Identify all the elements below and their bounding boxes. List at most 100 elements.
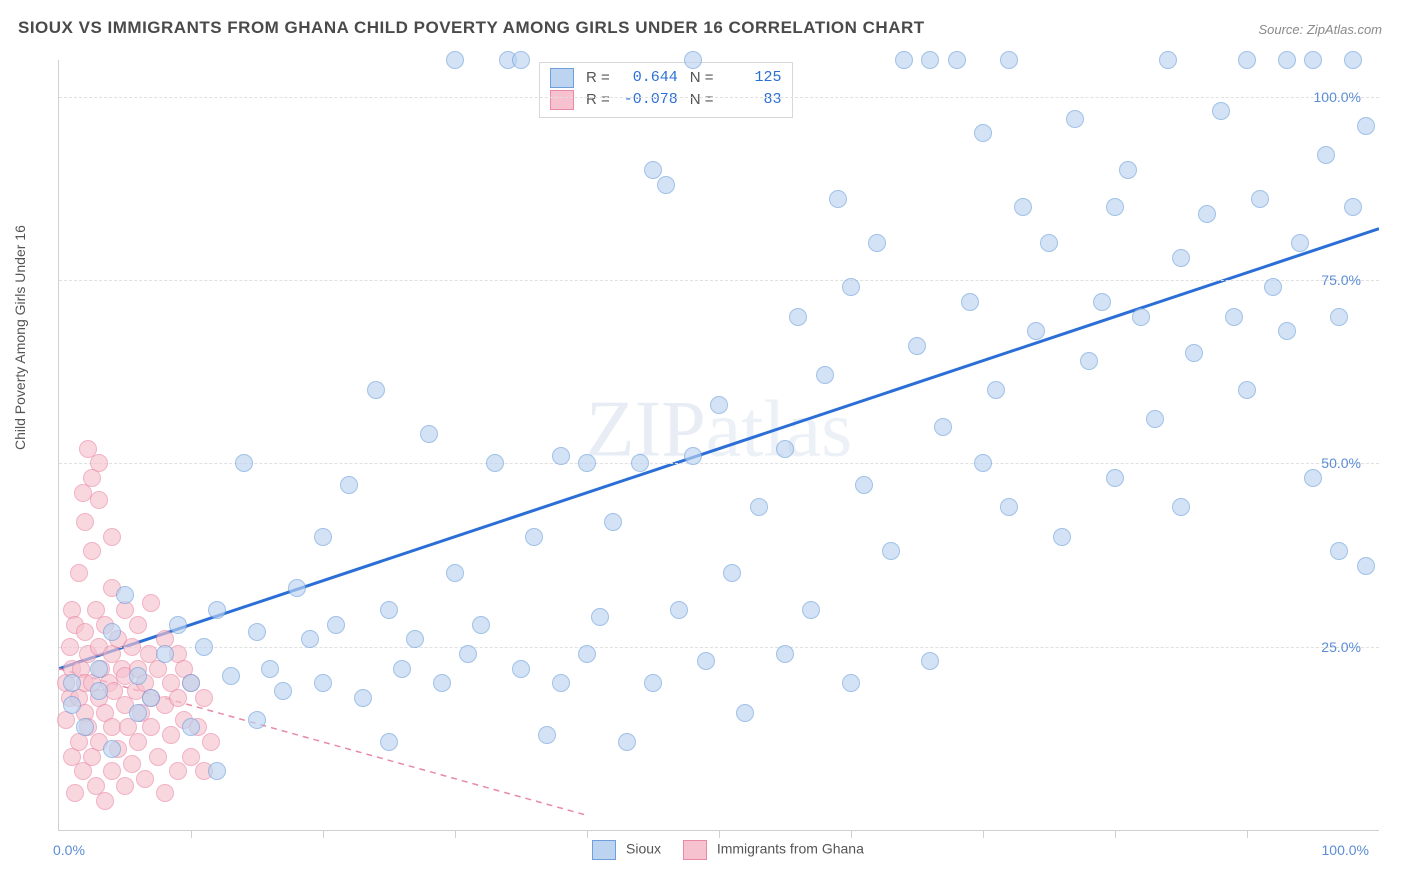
data-point <box>420 425 438 443</box>
data-point <box>1344 198 1362 216</box>
data-point <box>1146 410 1164 428</box>
data-point <box>1106 198 1124 216</box>
data-point <box>380 733 398 751</box>
data-point <box>76 718 94 736</box>
data-point <box>1238 381 1256 399</box>
sioux-swatch-icon <box>550 68 574 88</box>
data-point <box>129 704 147 722</box>
data-point <box>63 674 81 692</box>
data-point <box>538 726 556 744</box>
sioux-n-value: 125 <box>722 67 782 89</box>
data-point <box>129 667 147 685</box>
data-point <box>684 447 702 465</box>
correlation-stats-box: R = 0.644 N = 125 R = -0.078 N = 83 <box>539 62 793 118</box>
x-tick <box>1247 830 1248 838</box>
data-point <box>222 667 240 685</box>
x-tick <box>587 830 588 838</box>
r-label: R = <box>586 67 610 89</box>
scatter-plot-area: ZIPatlas R = 0.644 N = 125 R = -0.078 N … <box>58 60 1379 831</box>
data-point <box>367 381 385 399</box>
data-point <box>116 777 134 795</box>
data-point <box>1264 278 1282 296</box>
data-point <box>1225 308 1243 326</box>
data-point <box>74 484 92 502</box>
data-point <box>142 594 160 612</box>
data-point <box>1212 102 1230 120</box>
data-point <box>618 733 636 751</box>
data-point <box>156 784 174 802</box>
data-point <box>789 308 807 326</box>
data-point <box>103 762 121 780</box>
data-point <box>802 601 820 619</box>
stats-row-ghana: R = -0.078 N = 83 <box>550 89 782 111</box>
data-point <box>393 660 411 678</box>
data-point <box>129 733 147 751</box>
data-point <box>631 454 649 472</box>
data-point <box>406 630 424 648</box>
data-point <box>142 718 160 736</box>
data-point <box>61 638 79 656</box>
data-point <box>314 528 332 546</box>
y-tick-label: 25.0% <box>1321 639 1361 655</box>
ghana-legend-swatch-icon <box>683 840 707 860</box>
data-point <box>736 704 754 722</box>
x-tick <box>983 830 984 838</box>
data-point <box>327 616 345 634</box>
x-tick <box>323 830 324 838</box>
y-tick-label: 100.0% <box>1314 89 1361 105</box>
data-point <box>182 748 200 766</box>
data-point <box>1093 293 1111 311</box>
data-point <box>1304 51 1322 69</box>
data-point <box>1014 198 1032 216</box>
data-point <box>1066 110 1084 128</box>
data-point <box>591 608 609 626</box>
data-point <box>202 733 220 751</box>
sioux-legend-swatch-icon <box>592 840 616 860</box>
data-point <box>908 337 926 355</box>
data-point <box>1357 117 1375 135</box>
data-point <box>261 660 279 678</box>
data-point <box>1344 51 1362 69</box>
data-point <box>169 762 187 780</box>
data-point <box>604 513 622 531</box>
data-point <box>710 396 728 414</box>
data-point <box>76 623 94 641</box>
stats-row-sioux: R = 0.644 N = 125 <box>550 67 782 89</box>
data-point <box>83 542 101 560</box>
data-point <box>948 51 966 69</box>
data-point <box>723 564 741 582</box>
data-point <box>1000 51 1018 69</box>
ghana-swatch-icon <box>550 90 574 110</box>
data-point <box>934 418 952 436</box>
data-point <box>1106 469 1124 487</box>
data-point <box>895 51 913 69</box>
data-point <box>76 513 94 531</box>
sioux-r-value: 0.644 <box>618 67 678 89</box>
data-point <box>63 696 81 714</box>
data-point <box>182 674 200 692</box>
data-point <box>129 616 147 634</box>
data-point <box>525 528 543 546</box>
data-point <box>446 51 464 69</box>
data-point <box>1172 249 1190 267</box>
data-point <box>512 51 530 69</box>
data-point <box>1357 557 1375 575</box>
data-point <box>921 652 939 670</box>
data-point <box>248 623 266 641</box>
data-point <box>79 440 97 458</box>
data-point <box>776 440 794 458</box>
data-point <box>103 740 121 758</box>
data-point <box>1330 542 1348 560</box>
x-tick <box>719 830 720 838</box>
data-point <box>868 234 886 252</box>
data-point <box>1080 352 1098 370</box>
data-point <box>90 682 108 700</box>
data-point <box>169 616 187 634</box>
data-point <box>136 770 154 788</box>
data-point <box>149 748 167 766</box>
data-point <box>644 161 662 179</box>
data-point <box>776 645 794 663</box>
y-tick-label: 50.0% <box>1321 455 1361 471</box>
data-point <box>644 674 662 692</box>
data-point <box>208 762 226 780</box>
